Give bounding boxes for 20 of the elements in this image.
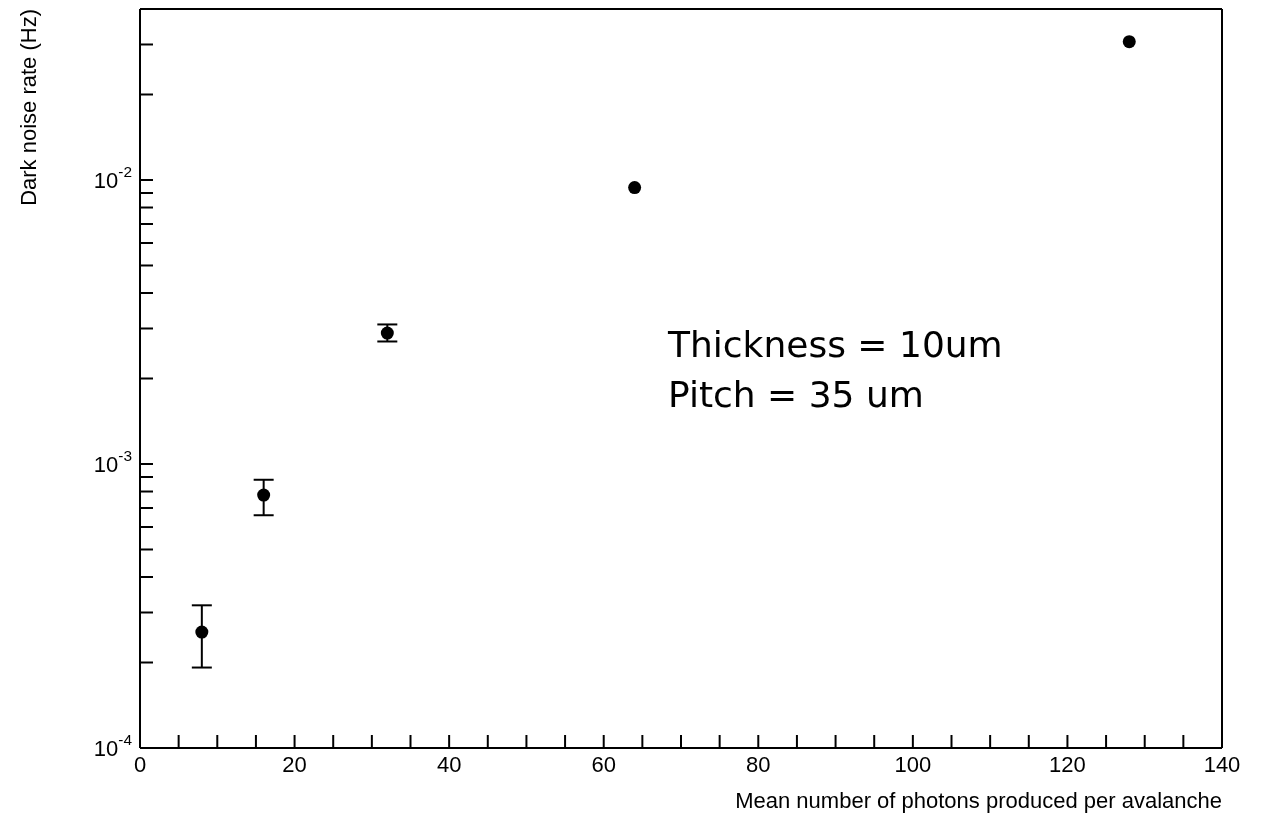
point xyxy=(1122,35,1136,49)
y-tick-label: 10$^{-3}$ xyxy=(93,446,132,477)
y-tick-label: 10$^{-2}$ xyxy=(93,162,132,193)
x-tick-label: 60 xyxy=(591,752,616,777)
annotation: Thickness = 10um xyxy=(668,323,1003,367)
x-axis-title: Mean number of photons produced per avalanche xyxy=(735,788,1222,813)
point xyxy=(195,625,209,639)
annotation: Pitch = 35 um xyxy=(668,373,925,417)
x-tick-label: 0 xyxy=(133,752,147,777)
x-tick-label: 80 xyxy=(746,752,771,777)
x-tick-label: 40 xyxy=(436,752,462,777)
point xyxy=(628,181,642,195)
y-tick-label: 10$^{-4}$ xyxy=(93,731,133,761)
x-tick-label: 100 xyxy=(894,752,932,777)
x-tick-label: 120 xyxy=(1049,752,1086,777)
point xyxy=(380,326,394,340)
x-tick-label: 140 xyxy=(1203,752,1241,777)
y-axis-title: Dark noise rate (Hz) xyxy=(16,9,41,206)
point xyxy=(257,488,271,502)
x-tick-label: 20 xyxy=(282,752,307,777)
